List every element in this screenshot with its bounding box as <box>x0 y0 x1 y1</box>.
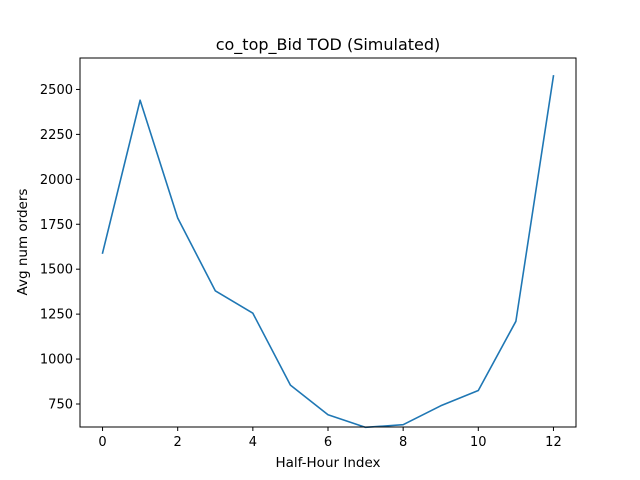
y-tick-label: 1500 <box>40 263 73 278</box>
x-tick-label: 0 <box>98 435 106 450</box>
y-tick-label: 1250 <box>40 308 73 323</box>
y-tick-label: 1000 <box>40 353 73 368</box>
y-tick-label: 750 <box>48 397 73 412</box>
x-tick-label: 2 <box>174 435 182 450</box>
plot-background <box>80 58 576 427</box>
x-tick-label: 6 <box>324 435 332 450</box>
y-tick-label: 1750 <box>40 218 73 233</box>
x-tick-label: 10 <box>470 435 487 450</box>
x-axis-label: Half-Hour Index <box>275 455 380 471</box>
y-tick-label: 2250 <box>40 128 73 143</box>
plot-area <box>80 58 576 427</box>
y-tick-label: 2000 <box>40 173 73 188</box>
chart-title: co_top_Bid TOD (Simulated) <box>216 35 441 55</box>
y-tick-label: 2500 <box>40 83 73 98</box>
x-tick-label: 4 <box>249 435 257 450</box>
y-axis: 750 1000 1250 1500 1750 2000 2250 2500 <box>40 83 80 412</box>
x-tick-label: 12 <box>545 435 562 450</box>
series-line <box>101 75 555 429</box>
x-tick-label: 8 <box>399 435 407 450</box>
x-axis: 0 2 4 6 8 10 12 <box>98 427 562 450</box>
plot-frame-border <box>79 57 577 428</box>
y-axis-label: Avg num orders <box>15 189 31 296</box>
